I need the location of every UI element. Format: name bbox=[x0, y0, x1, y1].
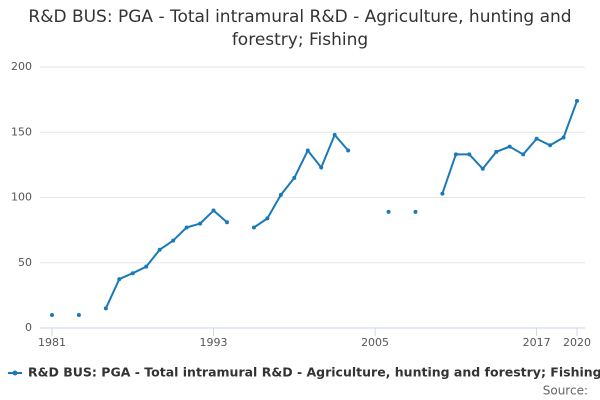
point bbox=[171, 238, 176, 243]
y-tick-label: 150 bbox=[11, 125, 32, 138]
point bbox=[157, 247, 162, 252]
point bbox=[507, 144, 512, 149]
point bbox=[211, 208, 216, 213]
x-tick-label: 2020 bbox=[563, 336, 591, 349]
point bbox=[521, 152, 526, 157]
point bbox=[548, 143, 553, 148]
point bbox=[346, 148, 351, 153]
y-tick-label: 100 bbox=[11, 191, 32, 204]
point bbox=[386, 209, 391, 214]
point bbox=[413, 209, 418, 214]
point bbox=[225, 220, 229, 225]
point bbox=[453, 152, 458, 157]
point bbox=[278, 192, 283, 197]
point bbox=[144, 264, 149, 269]
point bbox=[480, 166, 485, 171]
chart-title: R&D BUS: PGA - Total intramural R&D - Ag… bbox=[28, 7, 572, 50]
point bbox=[467, 152, 472, 157]
point bbox=[117, 277, 122, 282]
legend-marker bbox=[12, 370, 18, 376]
point bbox=[305, 148, 310, 153]
x-tick-label: 2017 bbox=[523, 336, 551, 349]
legend-label: R&D BUS: PGA - Total intramural R&D - Ag… bbox=[28, 365, 600, 380]
point bbox=[198, 221, 203, 226]
x-tick-label: 1981 bbox=[38, 336, 66, 349]
point bbox=[561, 135, 566, 140]
x-tick-label: 2005 bbox=[361, 336, 389, 349]
point bbox=[332, 132, 337, 137]
point bbox=[130, 271, 135, 276]
point bbox=[251, 225, 256, 230]
point bbox=[440, 191, 445, 196]
x-tick-label: 1993 bbox=[200, 336, 228, 349]
y-tick-label: 50 bbox=[18, 256, 32, 269]
point bbox=[76, 312, 81, 317]
source: Source: bbox=[543, 384, 588, 398]
y-tick-label: 0 bbox=[25, 321, 32, 334]
point bbox=[50, 312, 54, 317]
point bbox=[575, 98, 579, 103]
point bbox=[103, 306, 108, 311]
y-tick-label: 200 bbox=[11, 60, 32, 73]
point bbox=[319, 165, 324, 170]
point bbox=[534, 136, 539, 141]
point bbox=[265, 216, 270, 221]
point bbox=[292, 175, 297, 180]
point bbox=[494, 149, 499, 154]
point bbox=[184, 225, 189, 230]
